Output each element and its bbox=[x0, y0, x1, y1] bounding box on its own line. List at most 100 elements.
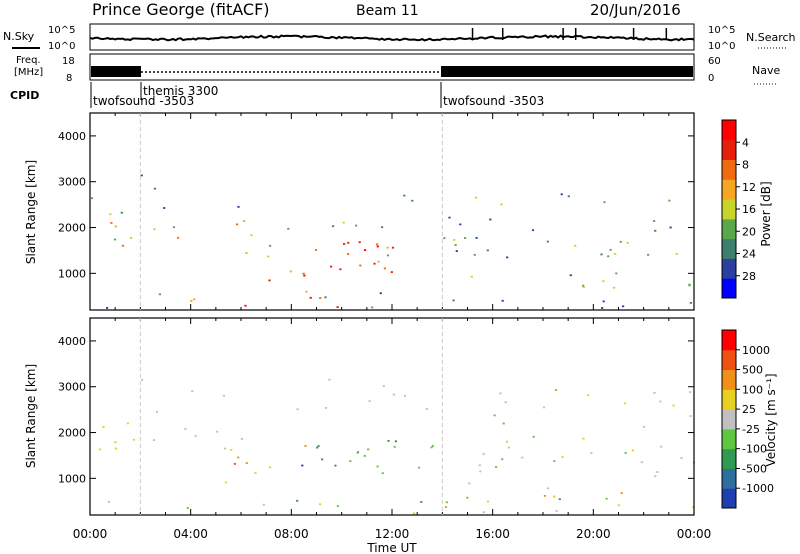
range-gate-cell bbox=[495, 466, 498, 468]
cpid-label: CPID bbox=[10, 89, 39, 102]
velocity-colorbar-label: Velocity [m s⁻¹] bbox=[764, 373, 778, 466]
range-gate-cell bbox=[631, 449, 635, 452]
range-gate-cell bbox=[381, 226, 384, 229]
range-gate-cell bbox=[233, 463, 236, 465]
range-gate-cell bbox=[391, 246, 395, 249]
range-gate-cell bbox=[114, 225, 117, 228]
range-gate-cell bbox=[506, 256, 509, 259]
range-gate-cell bbox=[452, 299, 455, 302]
range-gate-cell bbox=[324, 407, 328, 409]
velocity-scatter-data bbox=[98, 378, 696, 515]
range-gate-cell bbox=[302, 272, 305, 275]
colorbar-tick-label: -100 bbox=[742, 443, 767, 456]
range-gate-cell bbox=[601, 307, 604, 309]
range-gate-cell bbox=[675, 253, 678, 255]
range-gate-cell bbox=[121, 244, 124, 247]
colorbar-swatch bbox=[722, 488, 736, 509]
range-gate-cell bbox=[371, 306, 374, 309]
range-gate-cell bbox=[120, 211, 123, 214]
y-tick-label: 4000 bbox=[58, 130, 86, 143]
range-gate-cell bbox=[140, 174, 143, 177]
range-gate-cell bbox=[269, 244, 272, 247]
range-gate-cell bbox=[473, 254, 476, 256]
colorbar-swatch bbox=[722, 278, 736, 299]
range-gate-cell bbox=[623, 402, 626, 405]
time-tick-label: 08:00 bbox=[274, 527, 309, 541]
range-gate-cell bbox=[296, 499, 299, 502]
range-gate-cell bbox=[489, 218, 492, 221]
range-gate-cell bbox=[501, 458, 504, 461]
range-gate-cell bbox=[216, 430, 219, 433]
colorbar-swatch bbox=[722, 409, 736, 430]
range-gate-cell bbox=[656, 471, 659, 473]
range-gate-cell bbox=[355, 224, 358, 227]
colorbar-swatch bbox=[722, 199, 736, 220]
y-tick-label: 3000 bbox=[58, 176, 86, 189]
range-gate-cell bbox=[622, 305, 625, 308]
range-gate-cell bbox=[613, 286, 616, 289]
range-gate-cell bbox=[343, 243, 346, 245]
range-gate-cell bbox=[466, 496, 469, 499]
time-tick-label: 20:00 bbox=[576, 527, 611, 541]
y-tick-label: 4000 bbox=[58, 335, 86, 348]
range-gate-cell bbox=[620, 492, 623, 494]
range-gate-cell bbox=[411, 199, 414, 202]
range-gate-cell bbox=[614, 253, 617, 255]
range-gate-cell bbox=[468, 482, 471, 485]
range-gate-cell bbox=[172, 226, 176, 229]
range-gate-cell bbox=[186, 507, 189, 509]
range-gate-cell bbox=[582, 284, 585, 287]
power-colorbar: 4 8 12 16 20 24 28 bbox=[721, 119, 756, 299]
range-gate-cell bbox=[560, 193, 563, 196]
power-ylabel: Slant Range [km] bbox=[24, 160, 38, 264]
range-gate-cell bbox=[505, 440, 509, 443]
range-gate-cell bbox=[459, 223, 462, 226]
range-gate-cell bbox=[420, 501, 423, 503]
range-gate-cell bbox=[504, 401, 507, 404]
colorbar-tick-label: -25 bbox=[742, 423, 760, 436]
range-gate-cell bbox=[319, 297, 322, 299]
range-gate-cell bbox=[619, 240, 622, 243]
range-gate-cell bbox=[237, 206, 240, 208]
range-gate-cell bbox=[347, 241, 350, 244]
range-gate-cell bbox=[653, 220, 656, 222]
beam-title: Beam 11 bbox=[356, 3, 419, 19]
range-gate-cell bbox=[223, 447, 227, 450]
y-tick-label: 1000 bbox=[58, 267, 86, 280]
range-gate-cell bbox=[626, 241, 629, 244]
range-gate-cell bbox=[482, 511, 485, 514]
range-gate-cell bbox=[194, 435, 197, 437]
range-gate-cell bbox=[339, 268, 342, 271]
range-gate-cell bbox=[301, 464, 304, 467]
time-tick-label: 00:00 bbox=[677, 527, 712, 541]
freq-left-tick-bottom: 8 bbox=[66, 73, 72, 84]
y-tick-label: 2000 bbox=[58, 427, 86, 440]
range-gate-cell bbox=[660, 445, 663, 448]
colorbar-swatch bbox=[722, 389, 736, 410]
range-gate-cell bbox=[379, 292, 382, 295]
nsky-label: N.Sky bbox=[3, 30, 35, 43]
range-gate-cell bbox=[464, 237, 467, 239]
range-gate-cell bbox=[303, 274, 306, 277]
colorbar-swatch bbox=[722, 428, 736, 450]
colorbar-frame bbox=[721, 329, 737, 509]
time-tick-label: 00:00 bbox=[73, 527, 108, 541]
range-gate-cell bbox=[244, 304, 247, 307]
range-gate-cell bbox=[479, 470, 482, 473]
colorbar-swatch bbox=[722, 369, 736, 390]
range-gate-cell bbox=[390, 271, 393, 273]
colorbar-swatch bbox=[722, 448, 736, 469]
colorbar-swatch bbox=[722, 159, 736, 180]
y-tick-label: 2000 bbox=[58, 222, 86, 235]
range-gate-cell bbox=[309, 296, 312, 299]
noise-left-tick-top: 10^5 bbox=[48, 25, 75, 36]
range-gate-cell bbox=[155, 410, 158, 413]
range-gate-cell bbox=[680, 457, 683, 459]
colorbar-swatch bbox=[722, 258, 736, 279]
range-gate-cell bbox=[153, 187, 156, 190]
range-gate-cell bbox=[330, 265, 333, 268]
range-gate-cell bbox=[114, 441, 117, 444]
range-gate-cell bbox=[90, 197, 94, 200]
range-gate-cell bbox=[106, 307, 109, 309]
